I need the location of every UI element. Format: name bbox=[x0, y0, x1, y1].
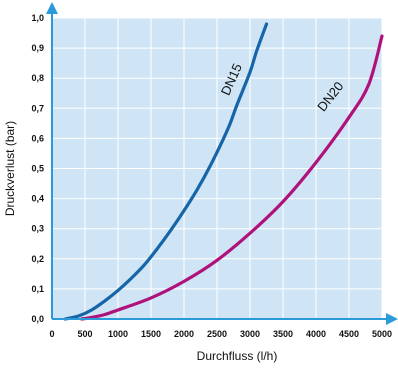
grid bbox=[51, 17, 383, 320]
x-tick-label: 5000 bbox=[372, 329, 392, 339]
y-tick-label: 0,2 bbox=[31, 254, 44, 264]
y-axis-arrow bbox=[46, 2, 58, 14]
y-tick-label: 0,6 bbox=[31, 133, 44, 143]
series-line-dn20 bbox=[80, 34, 384, 321]
x-tick-label: 2000 bbox=[174, 329, 194, 339]
y-tick-label: 1,0 bbox=[31, 13, 44, 23]
x-tick-label: 1500 bbox=[141, 329, 161, 339]
y-tick-label: 0,3 bbox=[31, 224, 44, 234]
y-tick-label: 0,1 bbox=[31, 284, 44, 294]
x-axis-title: Durchfluss (l/h) bbox=[197, 349, 278, 363]
x-axis-arrow bbox=[386, 313, 398, 325]
y-tick-label: 0,9 bbox=[31, 43, 44, 53]
x-tick-label: 0 bbox=[49, 329, 54, 339]
y-tick-label: 0,0 bbox=[31, 314, 44, 324]
y-tick-label: 0,5 bbox=[31, 164, 44, 174]
y-tick-label: 0,8 bbox=[31, 73, 44, 83]
series-line-dn15 bbox=[63, 22, 269, 321]
y-axis-title: Druckverlust (bar) bbox=[3, 121, 17, 216]
x-tick-label: 500 bbox=[77, 329, 92, 339]
y-tick-label: 0,4 bbox=[31, 194, 44, 204]
x-tick-label: 1000 bbox=[108, 329, 128, 339]
tick-labels: 0 500 1000 1500 2000 2500 3000 3500 4000 4500 5000… bbox=[31, 13, 392, 339]
axes bbox=[46, 2, 398, 325]
x-tick-label: 4500 bbox=[339, 329, 359, 339]
y-tick-label: 0,7 bbox=[31, 103, 44, 113]
x-tick-label: 3000 bbox=[240, 329, 260, 339]
x-tick-label: 4000 bbox=[306, 329, 326, 339]
x-tick-label: 3500 bbox=[273, 329, 293, 339]
x-tick-label: 2500 bbox=[207, 329, 227, 339]
